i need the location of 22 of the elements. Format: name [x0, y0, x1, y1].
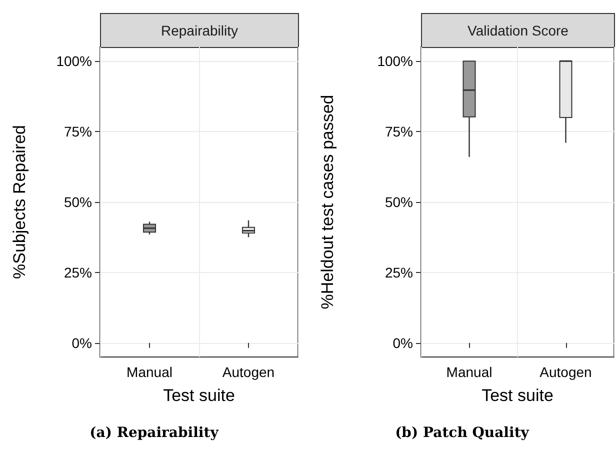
chart-title: Validation Score [468, 22, 569, 38]
x-axis-title: Test suite [163, 386, 235, 405]
y-tick-label: 100% [377, 53, 413, 70]
y-tick-label: 0% [72, 334, 92, 351]
y-tick-label: 100% [56, 53, 92, 70]
y-tick-label: 75% [64, 124, 92, 140]
x-axis-title: Test suite [482, 386, 554, 405]
x-tick-label: Manual [126, 364, 172, 380]
text: (a) Repairability [88, 425, 220, 441]
y-tick-label: 50% [64, 194, 92, 210]
y-tick-label: 75% [384, 124, 413, 140]
y-tick-label: 50% [384, 194, 413, 210]
y-tick-label: 0% [392, 334, 413, 351]
y-tick-label: 25% [64, 264, 92, 280]
text: (b) Patch Quality [394, 425, 530, 441]
x-tick-label: Autogen [222, 364, 275, 380]
chart-title: Repairability [160, 22, 238, 38]
x-tick-label: Manual [446, 364, 492, 380]
y-axis-title: %Subjects Repaired [10, 124, 29, 280]
y-axis-title: %Heldout test cases passed [318, 94, 337, 310]
x-tick-label: Autogen [540, 364, 592, 380]
y-tick-label: 25% [384, 264, 413, 280]
